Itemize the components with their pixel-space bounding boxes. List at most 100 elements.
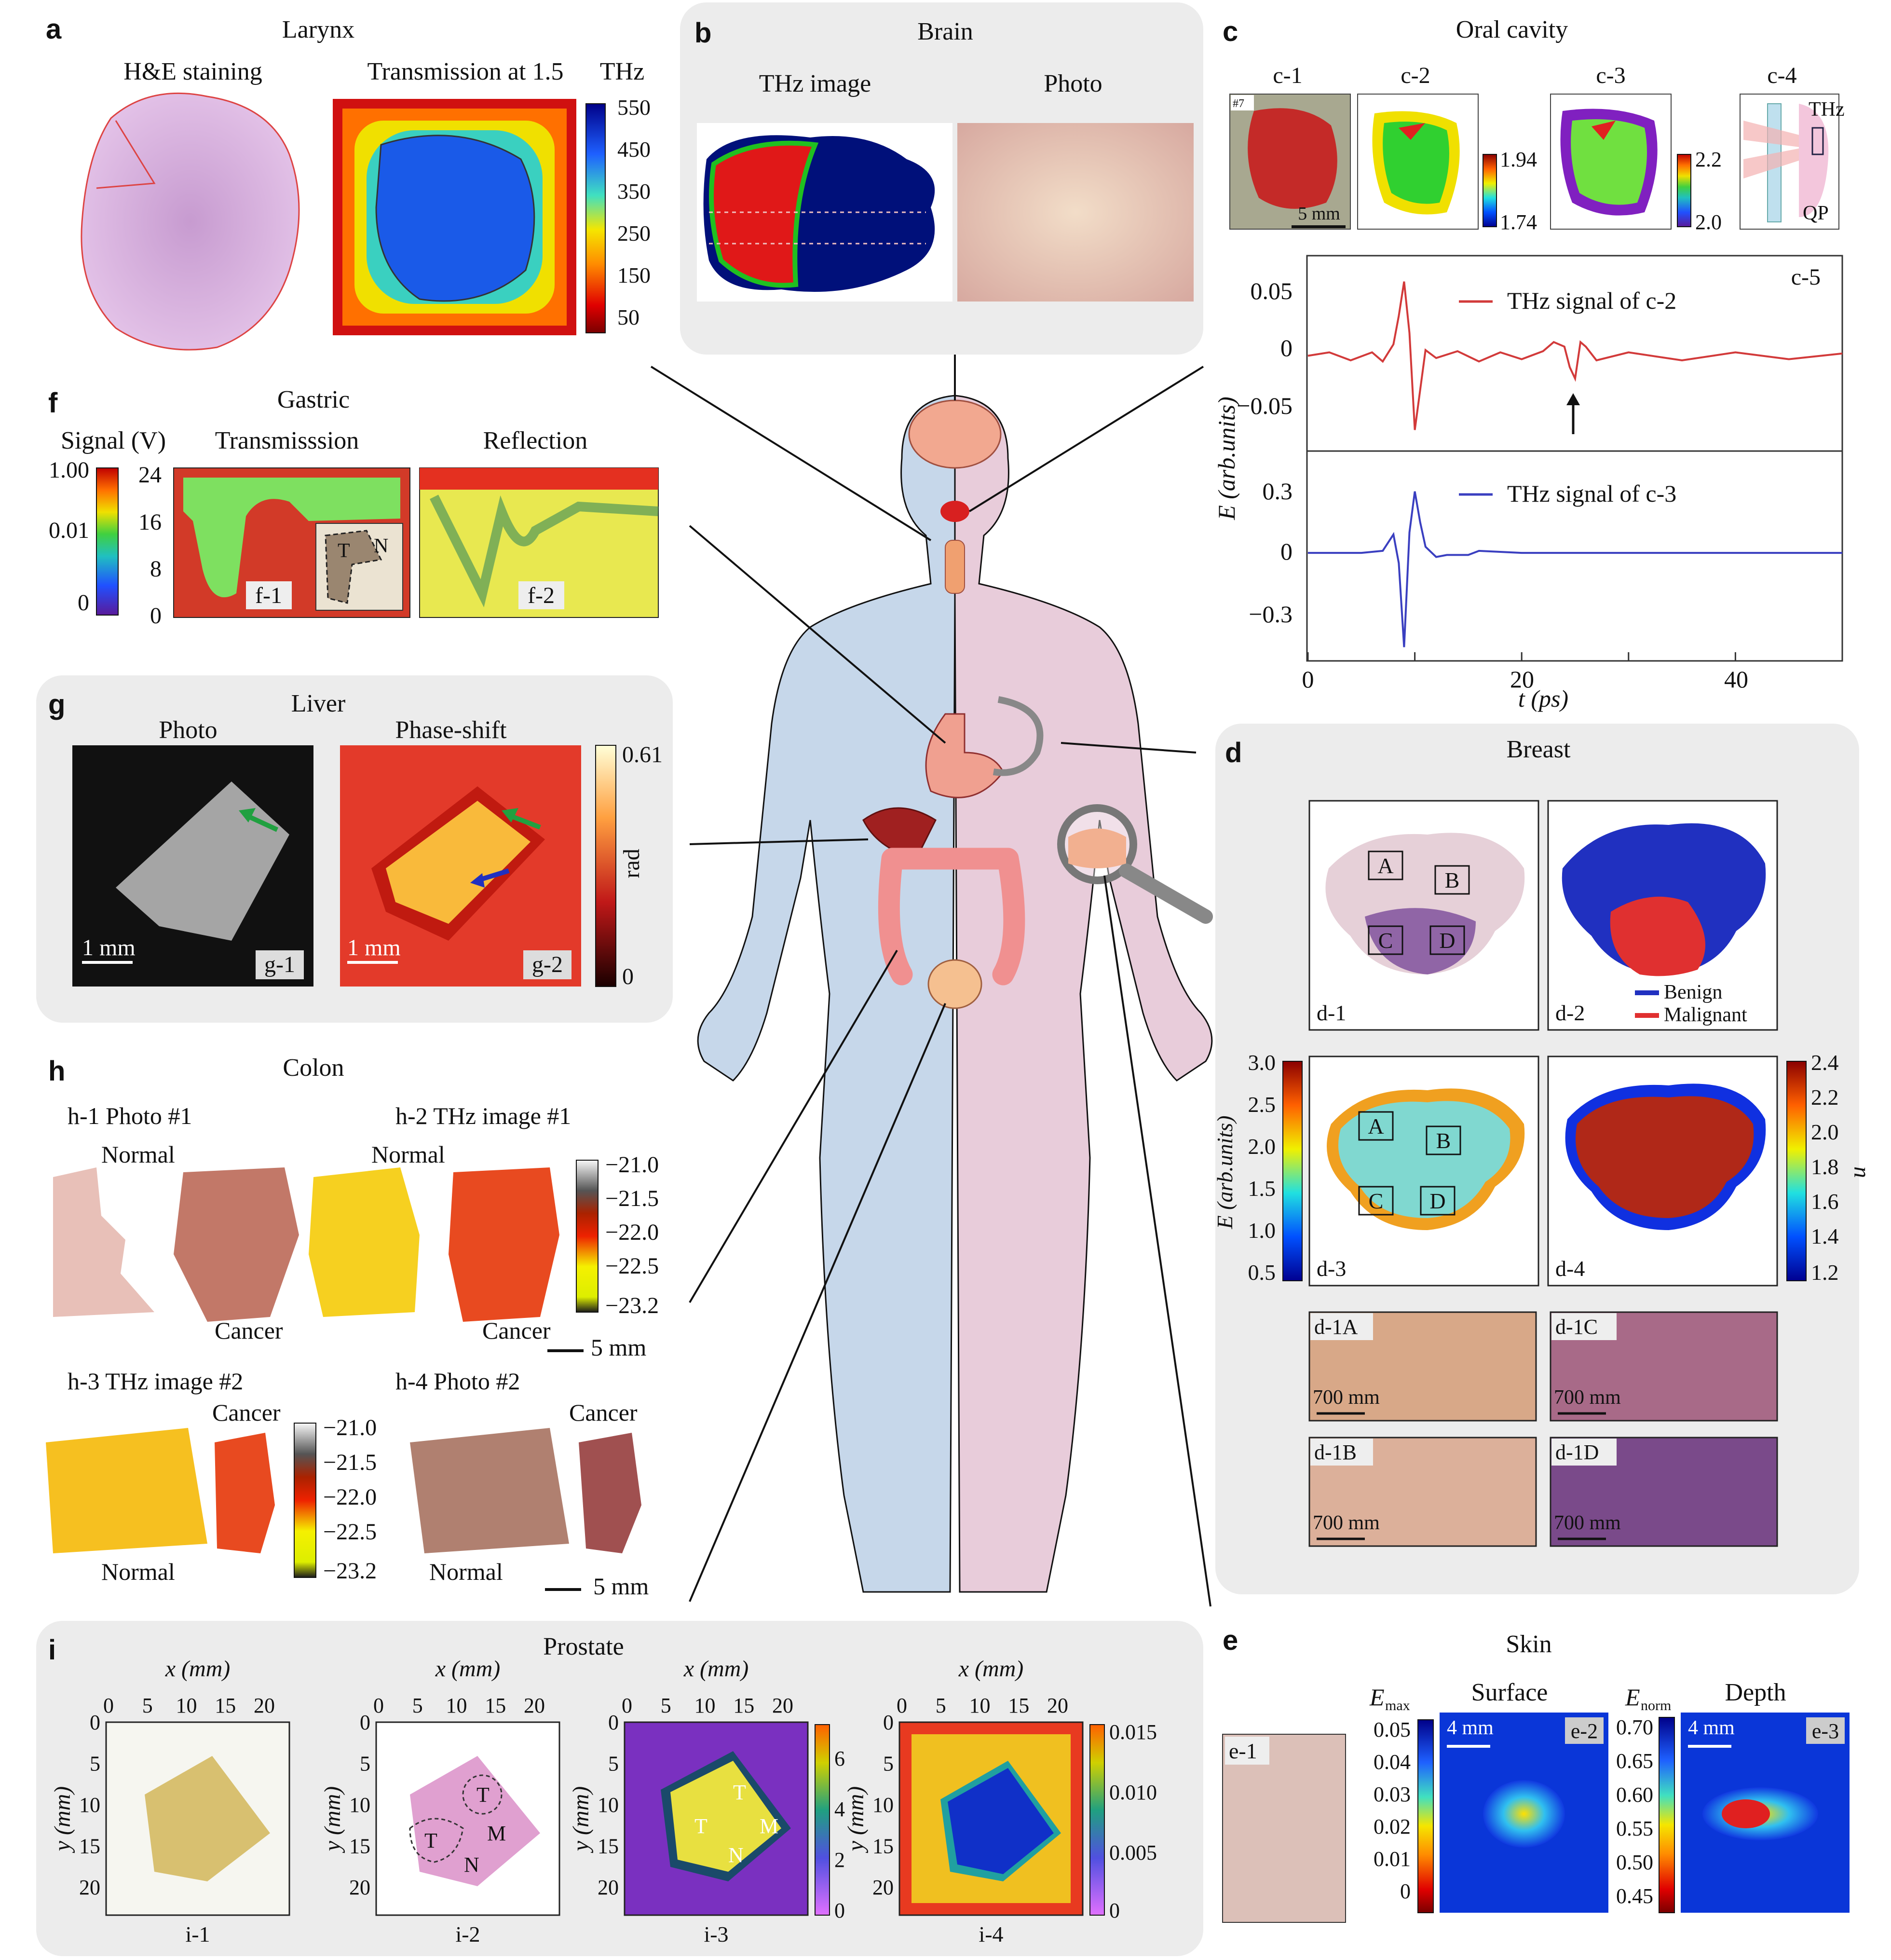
y-axis-label: y (mm) <box>320 1786 345 1854</box>
i4-colorbar-ticks: 0.015 0.010 0.005 0 <box>1109 1720 1157 1922</box>
legend-benign: Benign <box>1664 981 1722 1003</box>
legend-malignant: Malignant <box>1664 1004 1747 1026</box>
x-tick: 5 <box>412 1694 423 1717</box>
normal-label: Normal <box>371 1141 445 1168</box>
sub-label-e2: e-2 <box>1571 1719 1598 1743</box>
transmission-label: Transmission at 1.5 <box>367 58 564 85</box>
y-tick: 0 <box>608 1711 619 1734</box>
cancer-label: Cancer <box>212 1399 281 1426</box>
colon-colorbar-2 <box>294 1423 316 1578</box>
panel-f-title: Gastric <box>277 386 350 413</box>
tumor-label: T <box>424 1829 437 1852</box>
tick: 2 <box>834 1848 845 1872</box>
reflection-title: Reflection <box>483 427 588 454</box>
y-tick: 10 <box>598 1793 619 1817</box>
bladder-organ <box>927 959 982 1009</box>
panel-c: c Oral cavity c-1 c-2 c-3 c-4 #7 5 mm 1.… <box>1213 16 1845 712</box>
panel-a: a Larynx H&E staining Transmission at 1.… <box>46 14 651 351</box>
tick: −22.0 <box>605 1220 659 1245</box>
tick: 0 <box>1109 1899 1120 1922</box>
tick: 0.5 <box>1248 1260 1276 1285</box>
x-tick: 10 <box>446 1694 467 1717</box>
sample-tag: #7 <box>1233 97 1244 110</box>
y-tick: 0 <box>1280 334 1292 361</box>
x-tick: 0 <box>373 1694 384 1717</box>
x-tick: 5 <box>142 1694 153 1717</box>
emax-subscript: max <box>1385 1698 1410 1713</box>
y-tick: 8 <box>150 556 162 582</box>
x-tick: 40 <box>1724 666 1748 693</box>
x-axis-label: x (mm) <box>165 1656 231 1682</box>
d4-colorbar <box>1786 1061 1807 1281</box>
c5-frame <box>1306 255 1843 662</box>
green-arrow <box>508 813 541 830</box>
tick: 6 <box>834 1747 845 1770</box>
tick: 2.0 <box>1248 1134 1276 1159</box>
tick: 1.74 <box>1500 210 1537 234</box>
tick: 0.04 <box>1374 1750 1411 1774</box>
tick: 0.60 <box>1616 1783 1653 1807</box>
x-tick: 15 <box>215 1694 236 1717</box>
x-tick: 0 <box>103 1694 114 1717</box>
colon-thz-normal <box>309 1167 420 1317</box>
x-tick: 10 <box>176 1694 197 1717</box>
x-tick: 15 <box>733 1694 754 1717</box>
y-tick: 15 <box>598 1835 619 1858</box>
region-B: B <box>1436 1128 1451 1153</box>
x-tick: 20 <box>524 1694 545 1717</box>
y-tick: 10 <box>872 1793 894 1817</box>
sub-label-e1: e-1 <box>1229 1739 1257 1763</box>
scale-label: 5 mm <box>1298 204 1340 224</box>
scale-label: 5 mm <box>593 1573 649 1600</box>
tick: 0.55 <box>1616 1817 1653 1840</box>
c5-marks <box>1307 652 1843 661</box>
panel-h: h Colon h-1 Photo #1 h-2 THz image #1 No… <box>46 1054 659 1600</box>
sub-label-g1: g-1 <box>264 952 295 977</box>
sub-label-i3: i-3 <box>704 1922 728 1946</box>
x-tick: 10 <box>969 1694 991 1717</box>
brain-organ <box>908 399 1002 469</box>
y-tick: 0 <box>150 603 162 629</box>
y-tick: 15 <box>79 1835 100 1858</box>
scale-label: 700 mm <box>1313 1386 1380 1409</box>
tick: −22.5 <box>323 1519 377 1545</box>
tick: 0.05 <box>1374 1718 1411 1741</box>
tick: −23.2 <box>605 1293 659 1318</box>
tick: 150 <box>617 263 651 288</box>
magnifier-handle <box>1119 863 1213 924</box>
panel-d-title: Breast <box>1507 736 1571 763</box>
tick: 0.45 <box>1616 1884 1653 1908</box>
he-staining-label: H&E staining <box>123 58 262 85</box>
tick: −21.5 <box>605 1186 659 1211</box>
x-tick: 5 <box>661 1694 671 1717</box>
m-label: M <box>487 1822 506 1845</box>
brain-photo-label: Photo <box>1044 70 1102 97</box>
hist-label: d-1A <box>1314 1315 1358 1339</box>
stomach-organ <box>925 713 1004 798</box>
panel-letter-i: i <box>48 1634 56 1666</box>
connector-lines <box>650 355 1211 1607</box>
tick: 2.0 <box>1695 210 1722 234</box>
colon-photo-normal <box>53 1167 154 1317</box>
tick: 2.4 <box>1811 1050 1839 1075</box>
tick: 1.8 <box>1811 1154 1839 1179</box>
region-D: D <box>1439 928 1455 953</box>
panel-letter-f: f <box>48 387 58 419</box>
panel-i-title: Prostate <box>543 1633 624 1660</box>
normal-label: N <box>374 535 388 557</box>
sub-label-h1: h-1 Photo #1 <box>68 1102 192 1129</box>
skin-photo <box>1222 1734 1346 1923</box>
tick: 1.2 <box>1811 1260 1839 1285</box>
transmission-colorbar-ticks: 550 450 350 250 150 50 <box>617 95 651 329</box>
sub-label-d3: d-3 <box>1317 1256 1346 1281</box>
green-arrow <box>245 813 279 832</box>
x-tick: 20 <box>1047 1694 1068 1717</box>
x-tick: 15 <box>1008 1694 1029 1717</box>
panel-e-title: Skin <box>1506 1631 1551 1658</box>
sub-label-f1: f-1 <box>255 583 282 608</box>
tumor-outline <box>96 120 156 189</box>
tumor-label: T <box>694 1814 707 1838</box>
y-tick: 16 <box>138 509 162 535</box>
